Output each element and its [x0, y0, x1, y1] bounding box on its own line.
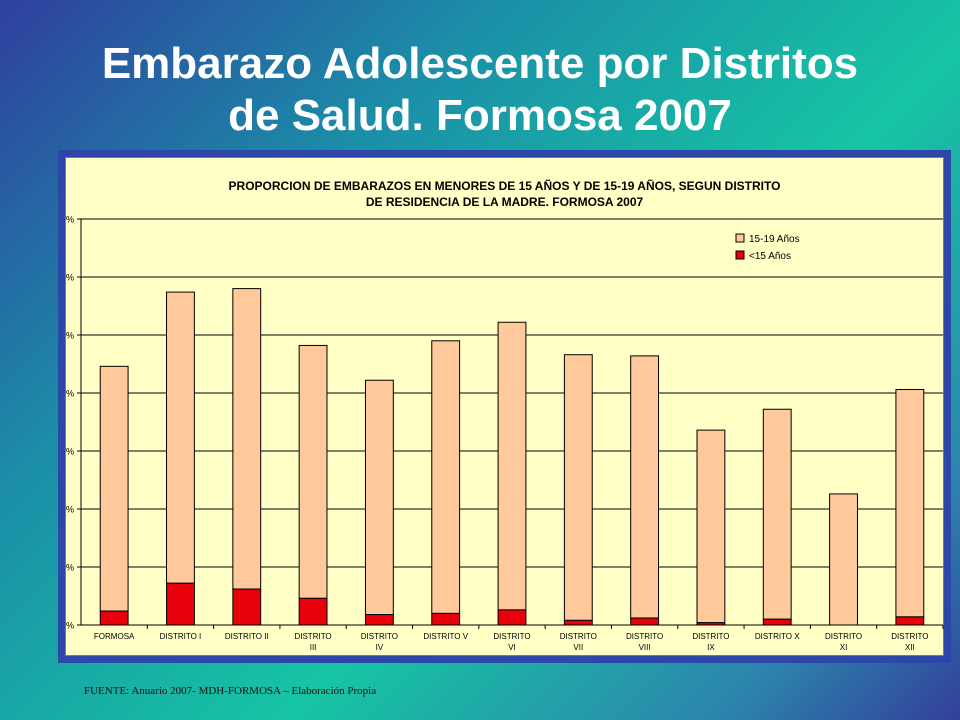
bar-segment-lt15 — [166, 582, 195, 626]
x-tick-label: VI — [508, 643, 516, 652]
x-tick-label: DISTRITO — [294, 632, 331, 641]
bar-segment-15-19 — [563, 354, 593, 621]
legend-swatch-lt15 — [735, 250, 745, 260]
x-tick-label: DISTRITO — [692, 632, 729, 641]
x-tick-label: DISTRITO — [493, 632, 530, 641]
stacked-bar-chart: 0,0% 5,0% 10,0% 15,0% 20,0% 25,0% 30,0% 35,0% FO… — [66, 215, 944, 652]
legend-swatch-15-19 — [735, 233, 745, 243]
bar-segment-15-19 — [364, 379, 394, 616]
bar-segment-lt15 — [497, 609, 527, 626]
x-tick-label: VII — [573, 643, 583, 652]
x-tick-label: DISTRITO I — [160, 632, 202, 641]
x-tick-label: DISTRITO X — [755, 632, 800, 641]
bar-segment-lt15 — [232, 588, 262, 626]
bar-segment-15-19 — [497, 321, 527, 611]
x-tick-label: XI — [840, 643, 848, 652]
y-tick-label: 30,0% — [66, 273, 74, 283]
x-tick-label: FORMOSA — [94, 632, 135, 641]
x-tick-label: DISTRITO — [560, 632, 597, 641]
bar-segment-15-19 — [696, 429, 726, 624]
y-tick-label: 35,0% — [66, 215, 74, 225]
bar-segment-lt15 — [298, 597, 328, 626]
bar-segment-15-19 — [762, 408, 792, 620]
bar-segment-15-19 — [630, 355, 660, 619]
y-tick-label: 10,0% — [66, 505, 74, 515]
chart-title: PROPORCION DE EMBARAZOS EN MENORES DE 15… — [66, 178, 943, 210]
x-tick-label: III — [310, 643, 317, 652]
x-tick-label: IX — [707, 643, 715, 652]
slide-title: Embarazo Adolescente por Distritos de Sa… — [0, 38, 960, 142]
bar-segment-lt15 — [99, 610, 129, 626]
y-tick-label: 15,0% — [66, 447, 74, 457]
bar-segment-15-19 — [232, 288, 262, 590]
bar-segment-lt15 — [630, 617, 660, 626]
legend-label-15-19: 15-19 Años — [749, 234, 800, 245]
bar-segment-15-19 — [298, 344, 328, 599]
bar-segment-15-19 — [829, 493, 858, 626]
chart-title-line1: PROPORCION DE EMBARAZOS EN MENORES DE 15… — [228, 179, 781, 193]
legend-label-lt15: <15 Años — [749, 251, 791, 262]
source-note: FUENTE: Anuario 2007- MDH-FORMOSA – Elab… — [84, 685, 377, 697]
bar-segment-15-19 — [895, 389, 925, 618]
bar-segment-15-19 — [166, 291, 195, 584]
chart-title-line2: DE RESIDENCIA DE LA MADRE. FORMOSA 2007 — [365, 195, 644, 209]
x-tick-label: DISTRITO — [361, 632, 398, 641]
x-tick-label: DISTRITO — [891, 632, 928, 641]
y-tick-label: 25,0% — [66, 331, 74, 341]
x-tick-label: DISTRITO — [626, 632, 663, 641]
bar-segment-lt15 — [762, 618, 792, 626]
x-tick-label: DISTRITO II — [225, 632, 269, 641]
bar-segment-lt15 — [895, 616, 925, 626]
bar-segment-15-19 — [99, 365, 129, 612]
slide-title-line2: de Salud. Formosa 2007 — [228, 91, 732, 140]
slide-title-line1: Embarazo Adolescente por Distritos — [101, 39, 859, 88]
x-tick-label: DISTRITO V — [423, 632, 468, 641]
y-tick-label: 0,0% — [66, 621, 74, 631]
y-tick-label: 20,0% — [66, 389, 74, 399]
y-tick-label: 5,0% — [66, 563, 74, 573]
chart-frame: PROPORCION DE EMBARAZOS EN MENORES DE 15… — [58, 150, 951, 663]
x-tick-label: VIII — [639, 643, 651, 652]
bar-segment-lt15 — [431, 612, 461, 626]
bar-segment-lt15 — [563, 619, 593, 626]
chart-area: PROPORCION DE EMBARAZOS EN MENORES DE 15… — [65, 157, 944, 656]
x-tick-label: XII — [905, 643, 915, 652]
bar-segment-lt15 — [364, 614, 394, 626]
x-tick-label: DISTRITO — [825, 632, 862, 641]
bar-segment-15-19 — [431, 340, 461, 614]
x-tick-label: IV — [376, 643, 384, 652]
